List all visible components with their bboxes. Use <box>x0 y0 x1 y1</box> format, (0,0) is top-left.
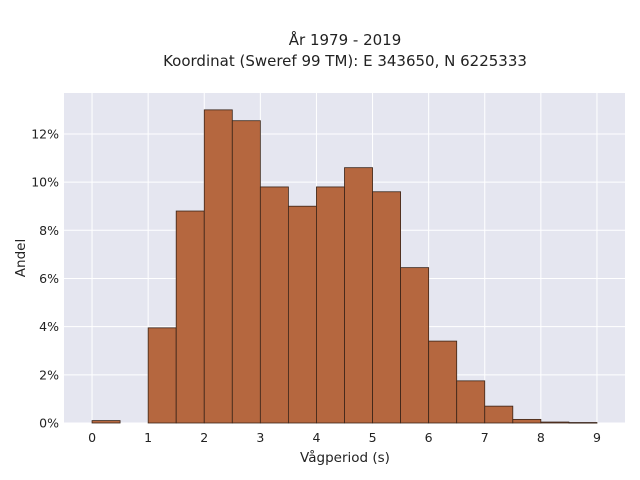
x-tick-label: 0 <box>88 430 96 445</box>
y-tick-label: 4% <box>39 319 59 334</box>
bars <box>91 109 598 424</box>
x-tick-label: 4 <box>312 430 320 445</box>
y-tick-label: 2% <box>39 367 59 382</box>
y-tick-label: 12% <box>31 126 59 141</box>
chart-title-line-1: År 1979 - 2019 <box>289 30 402 49</box>
x-tick-label: 9 <box>593 430 601 445</box>
y-tick-label: 0% <box>39 416 59 431</box>
histogram-bar <box>147 327 177 424</box>
y-tick-label: 6% <box>39 271 59 286</box>
histogram-bar <box>344 167 373 424</box>
x-tick-label: 6 <box>425 430 433 445</box>
histogram-bar <box>428 340 458 424</box>
histogram-bar <box>203 109 233 424</box>
x-axis-label: Vågperiod (s) <box>300 449 390 466</box>
y-axis-ticks: 0% 2% 4% 6% 8% 10% 12% <box>31 126 59 430</box>
x-tick-label: 2 <box>200 430 208 445</box>
histogram-bar <box>287 205 317 424</box>
x-tick-label: 5 <box>369 430 377 445</box>
histogram-bar <box>568 422 598 424</box>
histogram-bar <box>175 210 205 424</box>
x-tick-label: 8 <box>537 430 545 445</box>
histogram-bar <box>316 186 345 424</box>
y-tick-label: 10% <box>31 175 59 190</box>
x-tick-label: 7 <box>481 430 489 445</box>
histogram-bar <box>456 380 486 424</box>
x-tick-label: 3 <box>256 430 264 445</box>
histogram-bar <box>259 186 289 424</box>
histogram-bar <box>400 267 430 424</box>
histogram-bar <box>231 120 261 424</box>
x-tick-label: 1 <box>144 430 152 445</box>
histogram-bar <box>91 420 121 424</box>
y-axis-label: Andel <box>13 239 29 277</box>
histogram-bar <box>484 405 514 424</box>
histogram-bar <box>372 191 401 424</box>
chart-title-line-2: Koordinat (Sweref 99 TM): E 343650, N 62… <box>163 52 527 70</box>
x-axis-ticks: 0 1 2 3 4 5 6 7 8 9 <box>88 430 601 445</box>
histogram-bar <box>540 421 570 424</box>
y-tick-label: 8% <box>39 223 59 238</box>
histogram-bar <box>512 418 542 424</box>
